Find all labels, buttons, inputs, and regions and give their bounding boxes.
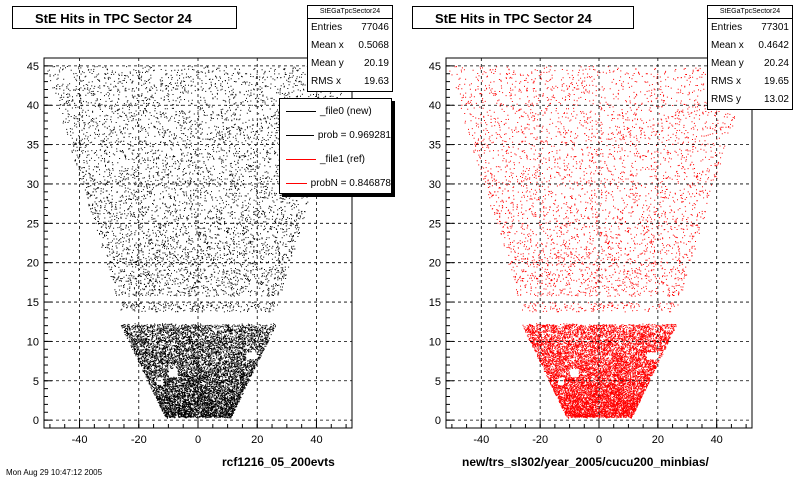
x-tick-label: 20	[652, 434, 664, 446]
hit-markers	[449, 65, 750, 419]
left-stats-value: 20.19	[363, 58, 389, 69]
left-stats-label: Mean y	[311, 58, 344, 69]
y-tick-label: 35	[429, 140, 441, 152]
right-histogram-pad: -40 -20 0 20 40 0 5 10 15 20 25 30 35 40 45 StE Hits i…	[400, 0, 800, 480]
y-tick-label: 0	[435, 415, 441, 427]
y-tick-label: 45	[429, 61, 441, 73]
right-stats-value: 77301	[761, 22, 789, 33]
y-tick-label: 35	[27, 140, 39, 152]
y-tick-label: 30	[429, 179, 441, 191]
x-tick-label: 40	[711, 434, 723, 446]
left-stats-name: StEGaTpcSector24	[308, 6, 392, 19]
right-stats-label: RMS y	[711, 94, 741, 105]
y-tick-label: 0	[33, 415, 39, 427]
left-stats-value: 19.63	[363, 76, 389, 87]
right-stats-value: 19.65	[763, 76, 789, 87]
right-stats-row: RMS y 13.02	[708, 91, 792, 109]
legend-line-swatch	[286, 182, 307, 184]
y-tick-label: 20	[429, 258, 441, 270]
y-tick-label: 5	[33, 376, 39, 388]
left-stats-label: Mean x	[311, 40, 344, 51]
legend-entry: _file0 (new)	[280, 99, 391, 123]
y-tick-label: 25	[429, 218, 441, 230]
legend-label: _file1 (ref)	[320, 153, 366, 165]
right-stats-label: Mean x	[711, 40, 744, 51]
left-plot-title: StE Hits in TPC Sector 24	[12, 6, 237, 29]
left-stats-row: Mean y 20.19	[308, 55, 392, 73]
y-tick-label: 5	[435, 376, 441, 388]
legend-line-swatch	[286, 110, 316, 112]
legend-entry: probN = 0.846878	[280, 171, 391, 193]
right-stats-box: StEGaTpcSector24 Entries 77301 Mean x 0.46…	[707, 5, 793, 110]
left-stats-row: RMS x 19.63	[308, 73, 392, 91]
legend-label: probN = 0.846878	[310, 177, 391, 189]
y-tick-label: 20	[27, 258, 39, 270]
left-legend: _file0 (new) prob = 0.969281 _file1 (ref…	[279, 98, 392, 194]
left-stats-row: Entries 77046	[308, 19, 392, 37]
x-tick-label: -20	[131, 434, 147, 446]
right-stats-name: StEGaTpcSector24	[708, 6, 792, 19]
left-stats-row: Mean x 0.5068	[308, 37, 392, 55]
right-stats-value: 20.24	[763, 58, 789, 69]
right-scatter-plot: -40 -20 0 20 40 0 5 10 15 20 25 30 35 40 45	[429, 57, 753, 446]
left-stats-value: 77046	[361, 22, 389, 33]
y-tick-label: 30	[27, 179, 39, 191]
y-tick-label: 15	[429, 297, 441, 309]
left-x-axis-label: rcf1216_05_200evts	[222, 455, 335, 469]
right-stats-value: 13.02	[763, 94, 789, 105]
x-tick-label: 0	[596, 434, 602, 446]
legend-line-swatch	[286, 158, 316, 160]
right-stats-row: RMS x 19.65	[708, 73, 792, 91]
legend-label: prob = 0.969281	[317, 129, 391, 141]
right-stats-label: Entries	[711, 22, 743, 33]
left-stats-label: Entries	[311, 22, 343, 33]
legend-entry: _file1 (ref)	[280, 147, 391, 171]
left-stats-value: 0.5068	[358, 40, 389, 51]
legend-entry: prob = 0.969281	[280, 123, 391, 147]
y-tick-label: 10	[429, 336, 441, 348]
y-tick-label: 40	[429, 100, 441, 112]
left-stats-label: RMS x	[311, 76, 341, 87]
y-tick-label: 15	[27, 297, 39, 309]
x-tick-label: 20	[251, 434, 263, 446]
legend-line-swatch	[286, 134, 314, 136]
x-tick-label: 40	[310, 434, 322, 446]
x-tick-label: -40	[72, 434, 88, 446]
hit-markers	[47, 65, 350, 419]
right-stats-value: 0.4642	[758, 40, 789, 51]
right-x-axis-label: new/trs_sl302/year_2005/cucu200_minbias/	[462, 455, 709, 469]
right-plot-title: StE Hits in TPC Sector 24	[412, 6, 634, 29]
right-stats-row: Mean x 0.4642	[708, 37, 792, 55]
timestamp-footer: Mon Aug 29 10:47:12 2005	[6, 468, 103, 477]
x-tick-label: 0	[195, 434, 201, 446]
y-tick-label: 40	[27, 100, 39, 112]
y-tick-label: 10	[27, 336, 39, 348]
y-tick-label: 25	[27, 218, 39, 230]
right-stats-row: Entries 77301	[708, 19, 792, 37]
right-stats-row: Mean y 20.24	[708, 55, 792, 73]
right-stats-label: RMS x	[711, 76, 741, 87]
legend-label: _file0 (new)	[320, 105, 372, 117]
x-tick-label: -40	[473, 434, 489, 446]
left-stats-box: StEGaTpcSector24 Entries 77046 Mean x 0.50…	[307, 5, 393, 92]
left-histogram-pad: -40 -20 0 20 40 0 5 10 15 20 25 30 35 40 45 StE Hits i…	[0, 0, 400, 480]
x-tick-label: -20	[532, 434, 548, 446]
y-tick-label: 45	[27, 61, 39, 73]
right-stats-label: Mean y	[711, 58, 744, 69]
